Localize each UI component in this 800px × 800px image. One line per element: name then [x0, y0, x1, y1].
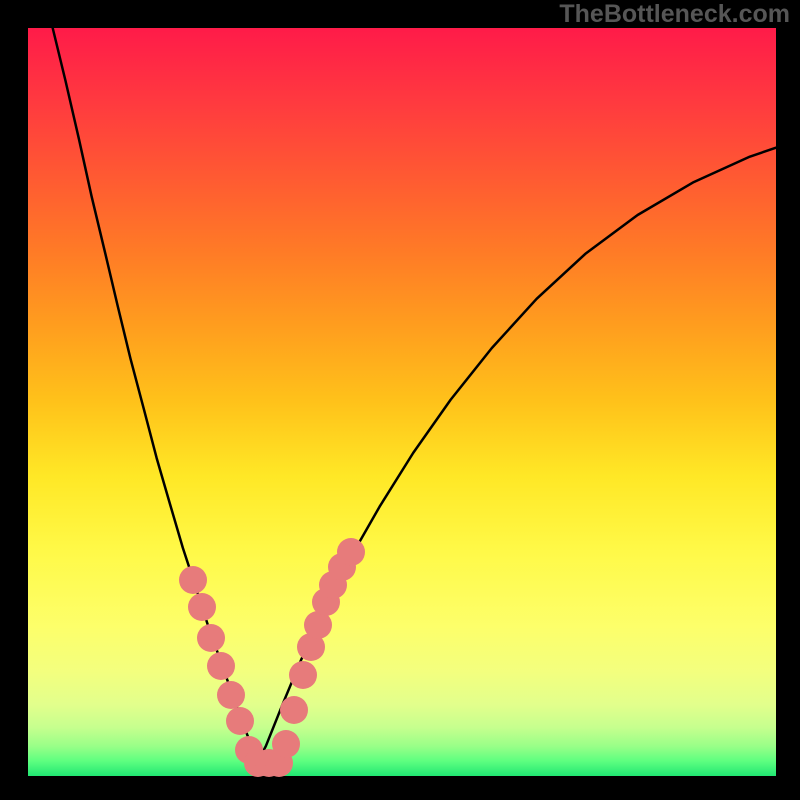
curve-marker	[188, 593, 216, 621]
curve-marker	[337, 538, 365, 566]
curve-marker	[217, 681, 245, 709]
curve-marker	[280, 696, 308, 724]
chart-frame: TheBottleneck.com	[0, 0, 800, 800]
curve-path	[53, 28, 776, 765]
curve-marker	[289, 661, 317, 689]
bottleneck-curve	[28, 28, 776, 776]
curve-marker	[179, 566, 207, 594]
curve-marker	[207, 652, 235, 680]
plot-area	[28, 28, 776, 776]
curve-marker	[197, 624, 225, 652]
watermark-text: TheBottleneck.com	[559, 0, 790, 29]
curve-marker	[272, 730, 300, 758]
curve-marker	[226, 707, 254, 735]
